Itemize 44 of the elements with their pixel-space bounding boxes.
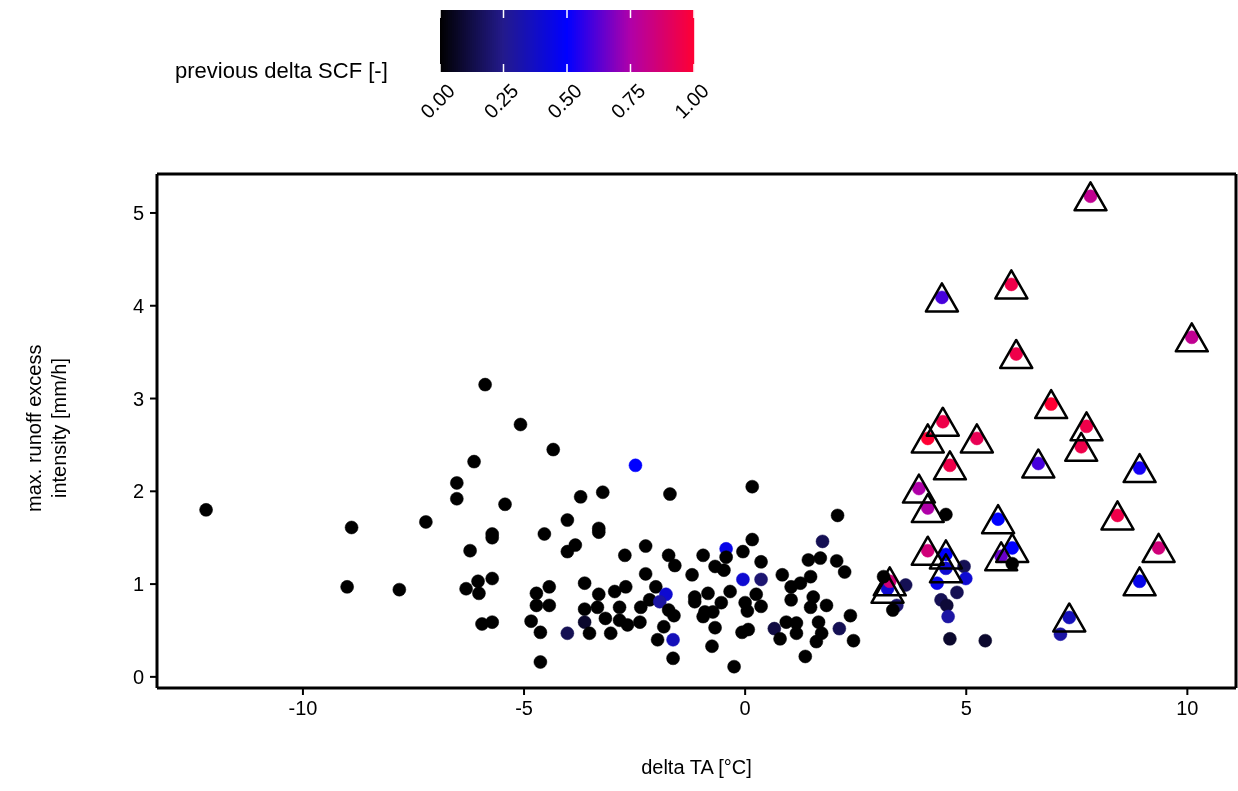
color-bar-label: 0.00 [415,79,460,123]
x-tick-label: -10 [288,697,318,720]
point [994,269,1029,300]
point [1100,500,1135,531]
x-axis-title: delta TA [°C] [641,756,752,778]
x-tick-label: -5 [515,697,533,720]
point [910,535,946,566]
point [870,573,905,604]
y-tick-label: 4 [132,294,144,317]
point [928,553,964,584]
point [928,539,964,570]
point [998,338,1034,370]
x-tick-label: 10 [1176,697,1199,720]
x-tick-label: 5 [960,697,972,720]
point [1063,431,1099,463]
point [1033,388,1069,420]
y-tick-label: 0 [132,665,144,688]
point [1069,411,1104,442]
y-tick-label: 2 [132,480,144,503]
point [980,503,1016,535]
point [925,406,961,437]
point [1141,532,1176,564]
point [1052,602,1087,633]
point [1021,448,1056,479]
point [901,473,937,504]
point [932,450,968,481]
point [910,492,946,524]
point [910,423,946,454]
y-tick-label: 3 [132,387,144,410]
y-tick-label: 5 [132,202,144,225]
point [1122,452,1157,484]
x-tick-label: 0 [739,697,751,720]
point [1122,566,1157,597]
point [983,541,1019,572]
point [1174,322,1210,353]
point [1073,181,1108,212]
color-bar-label: 0.50 [542,79,587,123]
color-bar-title: previous delta SCF [-] [175,58,388,84]
point [924,282,960,313]
point [872,566,907,597]
y-tick-label: 1 [132,573,144,596]
y-axis-title: max. runoff excess intensity [mm/h] [22,343,71,514]
point [959,423,995,454]
point [994,532,1030,564]
